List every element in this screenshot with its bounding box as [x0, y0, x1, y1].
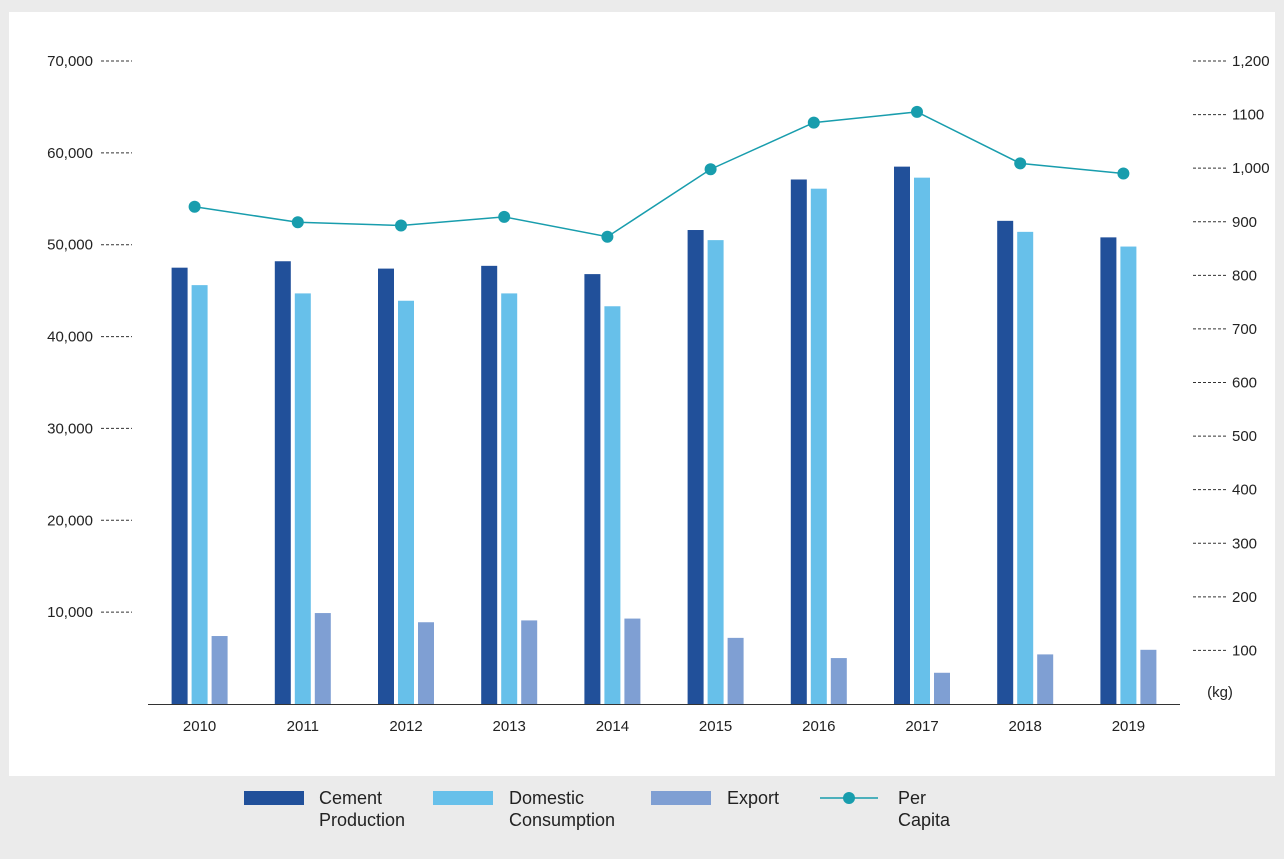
bar-domestic-consumption — [810, 188, 827, 705]
left-tick-label: 10,000 — [47, 604, 93, 621]
chart-svg: 10,000 20,000 30,000 40,000 50,000 60,000 70,0… — [47, 53, 1270, 735]
bar-export — [934, 672, 950, 704]
per-capita-point — [395, 219, 407, 232]
x-tick-label: 2012 — [389, 718, 422, 735]
legend-swatch-export — [651, 791, 711, 805]
bar-cement-production — [274, 261, 291, 704]
bar-cement-production — [171, 267, 188, 704]
right-tick-label: 200 — [1232, 589, 1257, 606]
per-capita-point — [911, 105, 923, 118]
x-axis: 2010 2011 2012 2013 2014 2015 2016 2017 2018 2019 — [148, 704, 1180, 735]
legend-marker-per-capita — [820, 792, 878, 804]
bar-cement-production — [481, 265, 498, 704]
legend-label-export: Export — [727, 788, 780, 808]
line-series — [188, 105, 1130, 243]
x-tick-label: 2016 — [802, 718, 835, 735]
bar-domestic-consumption — [398, 300, 414, 704]
legend-label-cement-production: Cement Production — [319, 788, 406, 830]
bar-cement-production — [687, 230, 704, 704]
legend-swatch-cement-production — [244, 791, 304, 805]
bar-export — [727, 637, 744, 704]
bar-cement-production — [790, 179, 807, 704]
bar-export — [211, 636, 228, 704]
right-axis-unit: (kg) — [1207, 684, 1233, 701]
right-tick-label: 100 — [1232, 642, 1257, 659]
bar-domestic-consumption — [501, 293, 518, 704]
right-tick-label: 600 — [1232, 375, 1257, 392]
bar-domestic-consumption — [914, 177, 930, 704]
per-capita-point — [188, 200, 201, 213]
right-tick-label: 300 — [1232, 535, 1257, 552]
legend-label-per-capita: Per Capita — [898, 788, 951, 830]
x-tick-label: 2017 — [905, 718, 938, 735]
bar-domestic-consumption — [604, 306, 621, 704]
per-capita-point — [1014, 157, 1027, 170]
bar-series — [171, 166, 1157, 705]
right-tick-label: 1100 — [1232, 107, 1264, 124]
per-capita-point — [498, 210, 511, 223]
right-tick-label: 400 — [1232, 482, 1257, 499]
bar-cement-production — [997, 220, 1014, 704]
per-capita-point — [1117, 167, 1130, 180]
x-tick-label: 2010 — [183, 718, 216, 735]
x-tick-label: 2014 — [596, 718, 629, 735]
left-tick-label: 60,000 — [47, 145, 93, 162]
left-tick-label: 50,000 — [47, 237, 93, 254]
bar-cement-production — [894, 166, 910, 704]
legend-swatch-domestic-consumption — [433, 791, 493, 805]
bar-export — [1140, 649, 1157, 704]
legend: Cement Production Domestic Consumption E… — [0, 780, 1284, 859]
x-tick-label: 2015 — [699, 718, 732, 735]
per-capita-point — [291, 216, 304, 229]
bar-domestic-consumption — [1120, 246, 1137, 704]
bar-domestic-consumption — [707, 240, 724, 704]
right-tick-label: 900 — [1232, 214, 1257, 231]
left-axis: 10,000 20,000 30,000 40,000 50,000 60,000 70,0… — [47, 53, 132, 621]
right-tick-label: 1,000 — [1232, 160, 1270, 177]
left-tick-label: 20,000 — [47, 512, 93, 529]
per-capita-point — [601, 230, 614, 243]
right-tick-label: 800 — [1232, 267, 1257, 284]
per-capita-point — [807, 116, 820, 129]
right-axis: 100 200 300 400 500 600 700 800 900 1,000 1100 1,20… — [1193, 53, 1270, 701]
bar-cement-production — [584, 274, 601, 704]
bar-export — [314, 613, 331, 704]
x-tick-label: 2018 — [1009, 718, 1042, 735]
bar-domestic-consumption — [191, 285, 208, 704]
bar-export — [1037, 654, 1054, 704]
per-capita-point — [704, 163, 717, 176]
right-tick-label: 1,200 — [1232, 53, 1270, 70]
bar-export — [830, 658, 847, 704]
per-capita-line — [194, 111, 1124, 238]
bar-cement-production — [1100, 237, 1117, 704]
x-tick-label: 2011 — [287, 718, 319, 735]
x-tick-label: 2013 — [493, 718, 526, 735]
left-tick-label: 70,000 — [47, 53, 93, 70]
right-tick-label: 700 — [1232, 321, 1257, 338]
right-tick-label: 500 — [1232, 428, 1257, 445]
bar-export — [418, 622, 434, 704]
left-tick-label: 30,000 — [47, 420, 93, 437]
x-tick-label: 2019 — [1112, 718, 1145, 735]
bar-cement-production — [378, 268, 394, 704]
bar-domestic-consumption — [1017, 231, 1034, 704]
legend-label-domestic-consumption: Domestic Consumption — [509, 788, 616, 830]
left-tick-label: 40,000 — [47, 329, 93, 346]
bar-domestic-consumption — [294, 293, 311, 704]
bar-export — [521, 620, 538, 704]
bar-export — [624, 618, 641, 704]
